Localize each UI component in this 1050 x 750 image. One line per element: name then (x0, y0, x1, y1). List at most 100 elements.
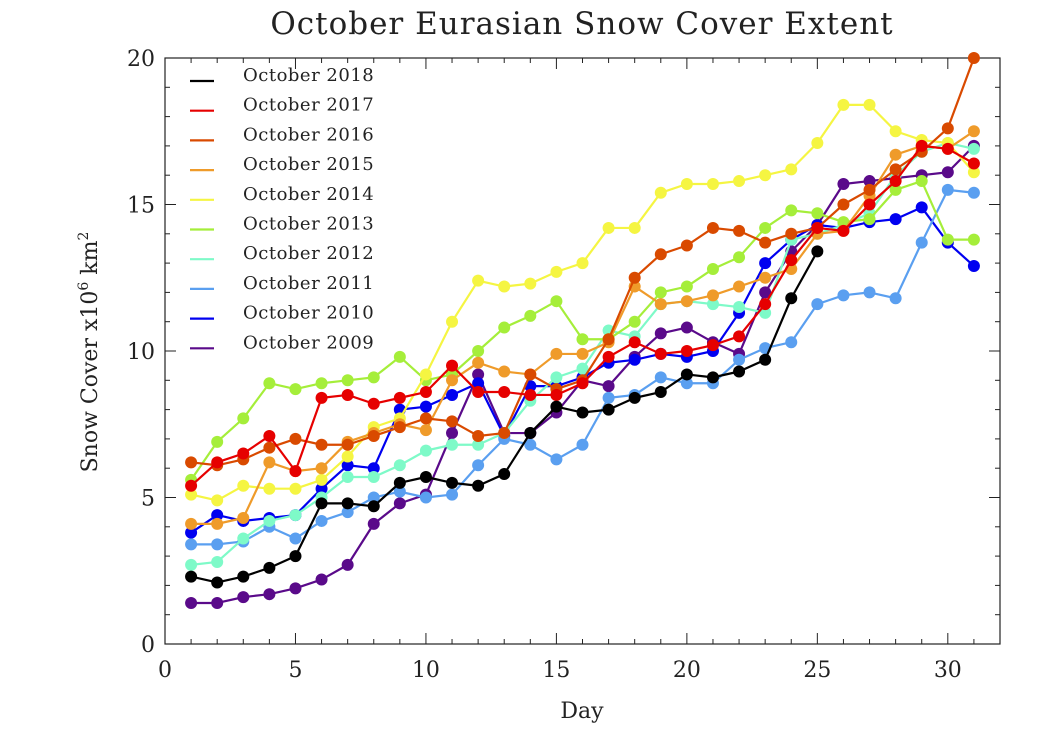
data-point (785, 204, 798, 217)
data-point (315, 573, 328, 586)
data-point (759, 169, 772, 182)
data-point (680, 345, 693, 357)
data-point (289, 432, 302, 445)
data-point (367, 371, 380, 384)
data-point (837, 224, 850, 237)
data-point (367, 500, 380, 513)
data-point (289, 509, 302, 522)
y-tick-label: 20 (127, 47, 155, 72)
data-point (263, 456, 276, 469)
data-point (706, 221, 719, 234)
x-tick-label: 0 (158, 658, 172, 683)
data-point (837, 177, 850, 190)
data-point (967, 186, 980, 199)
data-point (185, 488, 198, 501)
data-point (602, 380, 615, 393)
data-point (419, 368, 432, 381)
data-point (628, 353, 641, 366)
data-point (211, 456, 224, 469)
x-tick-label: 10 (412, 658, 440, 683)
data-point (889, 163, 902, 176)
data-point (393, 391, 406, 404)
data-point (706, 177, 719, 190)
data-point (733, 330, 746, 343)
data-point (550, 400, 563, 413)
data-point (759, 257, 772, 270)
data-point (185, 517, 198, 530)
data-point (524, 438, 537, 451)
data-point (680, 280, 693, 293)
data-point (446, 438, 459, 451)
legend-label: October 2014 (243, 184, 374, 205)
data-point (341, 374, 354, 387)
data-point (289, 383, 302, 396)
legend-label: October 2010 (243, 303, 374, 324)
data-point (237, 479, 250, 492)
data-point (863, 286, 876, 299)
data-point (472, 356, 485, 369)
data-point (367, 470, 380, 483)
data-point (602, 350, 615, 363)
data-point (837, 289, 850, 302)
data-point (889, 213, 902, 226)
data-point (941, 142, 954, 155)
series-october-2014 (185, 98, 980, 507)
data-point (185, 526, 198, 539)
data-point (915, 201, 928, 214)
data-point (837, 98, 850, 111)
data-point (237, 570, 250, 583)
data-point (289, 532, 302, 545)
x-tick-label: 20 (673, 658, 701, 683)
data-point (237, 512, 250, 525)
data-point (524, 427, 537, 440)
data-point (498, 280, 511, 293)
data-point (472, 345, 485, 357)
data-point (889, 183, 902, 196)
data-point (446, 488, 459, 501)
y-tick-label: 10 (127, 340, 155, 365)
data-point (341, 450, 354, 463)
data-point (733, 301, 746, 314)
data-point (498, 386, 511, 399)
data-point (785, 227, 798, 240)
data-point (602, 391, 615, 404)
data-point (472, 479, 485, 492)
data-point (524, 309, 537, 322)
legend-label: October 2017 (243, 95, 374, 116)
data-point (602, 403, 615, 416)
x-tick-label: 15 (542, 658, 570, 683)
x-axis-label: Day (560, 699, 604, 724)
data-point (185, 538, 198, 551)
data-point (472, 274, 485, 287)
data-point (315, 482, 328, 495)
data-point (680, 239, 693, 252)
data-point (211, 596, 224, 609)
data-point (419, 444, 432, 457)
data-point (863, 198, 876, 211)
data-point (706, 298, 719, 311)
data-point (446, 427, 459, 440)
data-point (680, 377, 693, 390)
data-point (654, 347, 667, 360)
data-point (393, 497, 406, 510)
data-point (811, 207, 824, 220)
x-tick-label: 5 (288, 658, 302, 683)
data-point (367, 491, 380, 504)
data-point (889, 125, 902, 138)
legend: October 2018 October 2017 October 2016 Octo… (190, 65, 374, 353)
data-point (811, 298, 824, 311)
data-point (419, 470, 432, 483)
data-point (628, 271, 641, 284)
data-point (654, 298, 667, 311)
data-point (446, 315, 459, 328)
data-point (967, 125, 980, 138)
data-point (211, 555, 224, 568)
data-point (680, 177, 693, 190)
data-point (263, 429, 276, 442)
data-point (315, 438, 328, 451)
data-point (759, 286, 772, 299)
data-point (550, 265, 563, 278)
data-point (315, 462, 328, 475)
y-tick-label: 5 (141, 487, 155, 512)
data-point (759, 298, 772, 311)
